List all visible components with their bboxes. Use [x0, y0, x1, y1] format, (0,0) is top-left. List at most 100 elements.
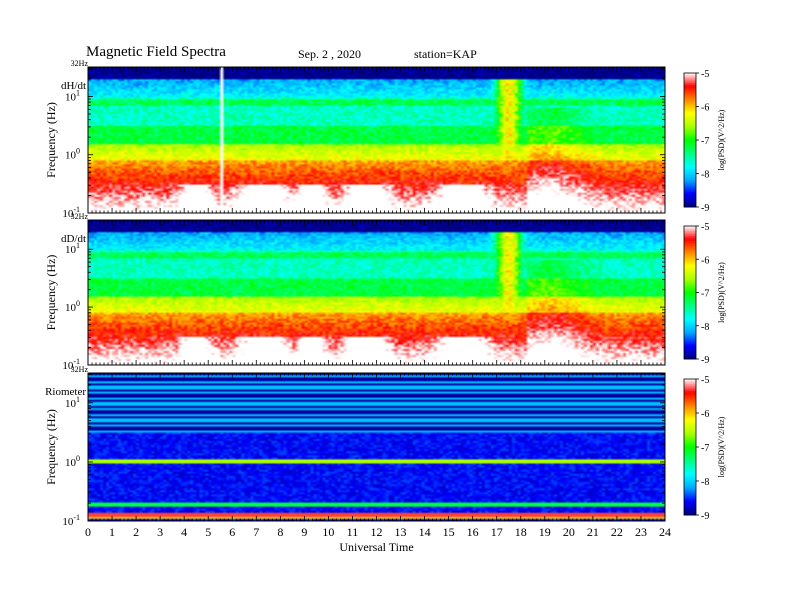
colorbar-swatch: [684, 384, 696, 387]
colorbar-swatch: [684, 255, 696, 259]
colorbar-label: log(PSD)(V^2/Hz): [717, 416, 726, 477]
colorbar: -5 -6 -7 -8 -9 log(PSD)(V^2/Hz): [683, 375, 726, 522]
colorbar-swatch: [684, 481, 696, 484]
colorbar-swatch: [684, 319, 696, 322]
colorbar-swatch: [684, 474, 696, 477]
colorbar-swatch: [684, 237, 696, 240]
colorbar-swatch: [684, 489, 696, 492]
colorbar-swatch: [684, 312, 696, 315]
colorbar-swatch: [684, 259, 696, 262]
colorbar-swatch: [684, 401, 696, 404]
colorbar-swatch: [684, 285, 696, 289]
colorbar-swatch: [684, 450, 696, 453]
colorbar-swatch: [684, 240, 696, 244]
colorbar-swatch: [684, 307, 696, 310]
colorbar-swatch: [684, 458, 696, 462]
colorbar-swatch: [684, 165, 696, 168]
colorbar-swatch: [684, 379, 696, 382]
colorbar-swatch: [684, 83, 696, 86]
colorbar-swatch: [684, 245, 696, 249]
colorbar-swatch: [684, 196, 696, 200]
colorbar-swatch: [684, 491, 696, 494]
colorbar-swatch: [684, 382, 696, 385]
x-tick-label: 20: [563, 525, 575, 539]
colorbar-swatch: [684, 297, 696, 300]
colorbar-swatch: [684, 329, 696, 332]
x-tick-label: 2: [133, 525, 139, 539]
x-tick-label: 22: [611, 525, 623, 539]
colorbar-swatch: [684, 300, 696, 303]
colorbar-swatch: [684, 399, 696, 402]
colorbar-swatch: [684, 314, 696, 317]
colorbar-swatch: [684, 511, 696, 514]
colorbar-swatch: [684, 452, 696, 455]
y-axis-label: Frequency (Hz): [44, 102, 58, 178]
colorbar-swatch: [684, 170, 696, 173]
colorbar-swatch: [684, 421, 696, 424]
colorbar-swatch: [684, 247, 696, 250]
colorbar-swatch: [684, 503, 696, 506]
colorbar-swatch: [684, 160, 696, 163]
colorbar-swatch: [684, 402, 696, 405]
colorbar-tick-label: -7: [701, 136, 709, 147]
colorbar-swatch: [684, 279, 696, 282]
colorbar-swatch: [684, 267, 696, 270]
colorbar-swatch: [684, 436, 696, 439]
colorbar-swatch: [684, 168, 696, 171]
colorbar-swatch: [684, 349, 696, 352]
y-tick-label: 100: [65, 147, 80, 162]
colorbar-swatch: [684, 465, 696, 468]
x-tick-label: 11: [347, 525, 359, 539]
colorbar-swatch: [684, 99, 696, 102]
colorbar-swatch: [684, 418, 696, 421]
colorbar-tick-label: -9: [701, 511, 709, 522]
colorbar-swatch: [684, 344, 696, 347]
colorbar-swatch: [684, 134, 696, 138]
colorbar-tick-label: -5: [701, 69, 709, 80]
x-tick-label: 7: [253, 525, 259, 539]
colorbar-swatch: [684, 178, 696, 181]
colorbar-swatch: [684, 440, 696, 443]
y-top-label: 32Hz: [71, 365, 89, 374]
colorbar-tick-label: -8: [701, 322, 709, 333]
colorbar-swatch: [684, 407, 696, 411]
x-tick-label: 1: [109, 525, 115, 539]
colorbar-swatch: [684, 96, 696, 99]
heatmap-cells-3: [88, 373, 665, 521]
colorbar-swatch: [684, 163, 696, 166]
panel-label: dD/dt: [61, 233, 86, 245]
colorbar-swatch: [684, 108, 696, 111]
colorbar-swatch: [684, 404, 696, 407]
colorbar-swatch: [684, 414, 696, 417]
colorbar-swatch: [684, 352, 696, 355]
colorbar-swatch: [684, 280, 696, 284]
colorbar-swatch: [684, 355, 696, 358]
x-tick-label: 13: [395, 525, 407, 539]
panel-3: 101 100 10-1 32Hz Riometer Frequency (Hz) -5 -6…: [44, 365, 726, 528]
colorbar-swatch: [684, 181, 696, 185]
colorbar-swatch: [684, 385, 696, 388]
y-tick-label: 10-1: [62, 513, 80, 528]
colorbar-swatch: [684, 482, 696, 485]
x-tick-label: 4: [181, 525, 187, 539]
colorbar-tick-label: -7: [701, 443, 709, 454]
colorbar-swatch: [684, 506, 696, 509]
colorbar-swatch: [684, 394, 696, 397]
colorbar-swatch: [684, 146, 696, 149]
colorbar-swatch: [684, 275, 696, 279]
colorbar-swatch: [684, 205, 696, 208]
colorbar-swatch: [684, 116, 696, 119]
colorbar-swatch: [684, 467, 696, 470]
colorbar-swatch: [684, 249, 696, 252]
colorbar-swatch: [684, 433, 696, 436]
colorbar-swatch: [684, 234, 696, 237]
colorbar-swatch: [684, 98, 696, 101]
colorbar-swatch: [684, 103, 696, 106]
colorbar-swatch: [684, 155, 696, 158]
colorbar-swatch: [684, 486, 696, 489]
colorbar-swatch: [684, 339, 696, 342]
colorbar-swatch: [684, 166, 696, 169]
colorbar-swatch: [684, 188, 696, 191]
colorbar-label: log(PSD)(V^2/Hz): [717, 262, 726, 323]
